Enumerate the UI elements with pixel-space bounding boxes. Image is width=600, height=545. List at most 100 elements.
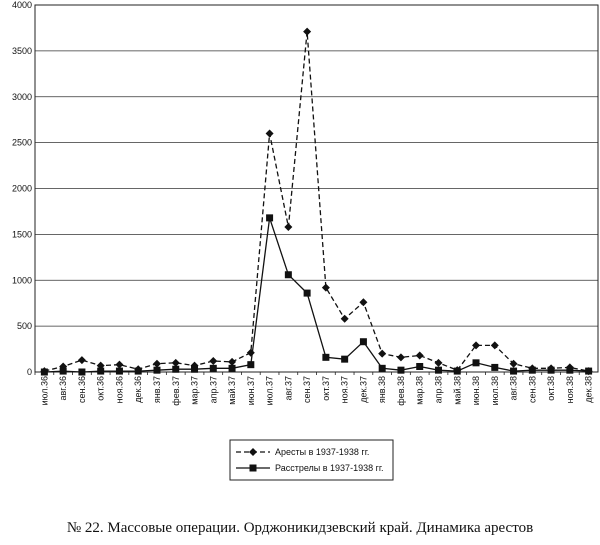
x-tick-label: янв.38 bbox=[377, 376, 387, 403]
x-tick-label: июл.38 bbox=[490, 376, 500, 405]
data-point-square bbox=[566, 366, 574, 374]
x-tick-label: авг.37 bbox=[283, 376, 293, 400]
x-tick-label: июл.37 bbox=[265, 376, 275, 405]
data-point-diamond bbox=[265, 129, 274, 138]
y-tick-label: 2500 bbox=[12, 138, 32, 148]
y-axis-ticks: 0 500 1000 1500 2000 2500 3000 3500 4000 bbox=[12, 0, 32, 377]
x-tick-label: окт.38 bbox=[546, 376, 556, 401]
x-tick-label: фев.37 bbox=[171, 376, 181, 406]
x-tick-label: авг.38 bbox=[509, 376, 519, 400]
data-point-square bbox=[209, 364, 217, 372]
data-point-square bbox=[40, 368, 48, 376]
data-point-diamond bbox=[434, 358, 443, 367]
x-tick-label: май.37 bbox=[227, 376, 237, 405]
grid-lines bbox=[35, 4, 598, 373]
x-tick-label: янв.37 bbox=[152, 376, 162, 403]
data-point-square bbox=[322, 353, 330, 361]
data-point-square bbox=[303, 289, 311, 297]
data-point-square bbox=[528, 366, 536, 374]
legend-marker-arrests-icon bbox=[249, 448, 257, 456]
data-point-diamond bbox=[77, 356, 86, 365]
y-tick-label: 3500 bbox=[12, 46, 32, 56]
x-tick-label: дек.38 bbox=[584, 376, 594, 403]
data-point-diamond bbox=[321, 283, 330, 292]
x-tick-label: авг.36 bbox=[58, 376, 68, 400]
y-tick-label: 0 bbox=[27, 367, 32, 377]
data-point-square bbox=[153, 366, 161, 374]
data-point-square bbox=[59, 367, 67, 375]
x-tick-label: сен.38 bbox=[527, 376, 537, 403]
data-point-square bbox=[397, 366, 405, 374]
legend-label-arrests: Аресты в 1937-1938 гг. bbox=[275, 447, 369, 457]
data-point-diamond bbox=[378, 349, 387, 358]
x-tick-label: апр.38 bbox=[433, 376, 443, 403]
x-tick-label: ноя.37 bbox=[340, 376, 350, 403]
x-tick-label: дек.36 bbox=[133, 376, 143, 403]
data-point-diamond bbox=[171, 358, 180, 367]
y-tick-label: 3000 bbox=[12, 92, 32, 102]
data-point-square bbox=[491, 363, 499, 371]
x-tick-label: июн.38 bbox=[471, 376, 481, 405]
legend-label-executions: Расстрелы в 1937-1938 гг. bbox=[275, 463, 384, 473]
data-point-diamond bbox=[396, 353, 405, 362]
data-point-diamond bbox=[415, 351, 424, 360]
data-point-diamond bbox=[490, 341, 499, 350]
series-line-1 bbox=[44, 217, 589, 373]
data-point-diamond bbox=[340, 314, 349, 323]
data-point-square bbox=[247, 361, 255, 369]
series-line-0 bbox=[44, 31, 589, 372]
x-tick-label: апр.37 bbox=[208, 376, 218, 403]
data-point-square bbox=[228, 364, 236, 372]
data-point-diamond bbox=[303, 27, 312, 36]
data-point-diamond bbox=[509, 359, 518, 368]
data-point-diamond bbox=[96, 361, 105, 370]
legend-frame bbox=[229, 439, 394, 481]
data-point-diamond bbox=[359, 298, 368, 307]
data-point-square bbox=[78, 368, 86, 376]
data-point-diamond bbox=[228, 357, 237, 366]
x-tick-label: май.38 bbox=[452, 376, 462, 405]
data-point-square bbox=[434, 366, 442, 374]
data-point-square bbox=[472, 359, 480, 367]
data-point-square bbox=[115, 367, 123, 375]
y-tick-label: 2000 bbox=[12, 184, 32, 194]
data-point-diamond bbox=[472, 341, 481, 350]
x-tick-label: фев.38 bbox=[396, 376, 406, 406]
data-point-square bbox=[416, 362, 424, 370]
data-point-square bbox=[453, 367, 461, 375]
data-point-diamond bbox=[115, 360, 124, 369]
y-tick-label: 500 bbox=[17, 321, 32, 331]
x-tick-label: сен.37 bbox=[302, 376, 312, 403]
data-point-diamond bbox=[209, 356, 218, 365]
data-point-square bbox=[134, 367, 142, 375]
x-tick-label: ноя.36 bbox=[114, 376, 124, 403]
y-tick-label: 4000 bbox=[12, 0, 32, 10]
data-point-square bbox=[359, 338, 367, 346]
data-point-square bbox=[266, 214, 274, 222]
data-point-square bbox=[191, 365, 199, 373]
x-axis-ticks: июл.36 авг.36 сен.36 окт.36 ноя.36 дек.36 янв.… bbox=[34, 372, 594, 406]
data-point-square bbox=[172, 365, 180, 373]
data-point-square bbox=[510, 367, 518, 375]
data-point-square bbox=[341, 355, 349, 363]
data-point-diamond bbox=[284, 223, 293, 232]
data-point-square bbox=[97, 367, 105, 375]
data-point-square bbox=[585, 367, 593, 375]
x-tick-label: окт.36 bbox=[96, 376, 106, 401]
data-point-square bbox=[547, 366, 555, 374]
x-tick-label: июн.37 bbox=[246, 376, 256, 405]
x-tick-label: мар.38 bbox=[415, 376, 425, 405]
y-tick-label: 1000 bbox=[12, 275, 32, 285]
legend-marker-executions-icon bbox=[249, 464, 257, 472]
y-tick-label: 1500 bbox=[12, 229, 32, 239]
data-point-diamond bbox=[246, 348, 255, 357]
x-tick-label: сен.36 bbox=[77, 376, 87, 403]
data-point-square bbox=[284, 271, 292, 279]
x-tick-label: окт.37 bbox=[321, 376, 331, 401]
legend: Аресты в 1937-1938 гг. Расстрелы в 1937-… bbox=[229, 439, 394, 481]
data-point-square bbox=[378, 364, 386, 372]
x-tick-label: дек.37 bbox=[358, 376, 368, 403]
x-tick-label: ноя.38 bbox=[565, 376, 575, 403]
figure-caption: № 22. Массовые операции. Орджоникидзевск… bbox=[66, 520, 534, 536]
x-tick-label: июл.36 bbox=[39, 376, 49, 405]
